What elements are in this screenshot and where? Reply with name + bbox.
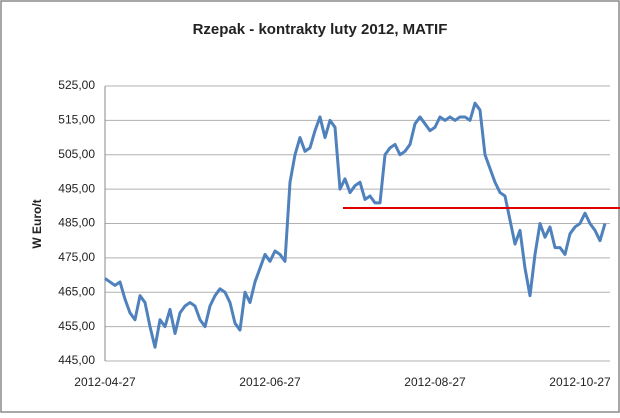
y-tick-label: 505,00 [58,147,95,161]
y-tick-label: 525,00 [58,78,95,92]
y-axis-label: W Euro/t [30,199,44,248]
x-tick-label: 2012-08-27 [404,375,466,389]
chart-title: Rzepak - kontrakty luty 2012, MATIF [193,21,448,38]
line-series [104,101,607,349]
x-tick-label: 2012-06-27 [239,375,301,389]
y-tick-label: 455,00 [58,319,95,333]
y-tick-label: 475,00 [58,250,95,264]
x-tick-label: 2012-04-27 [74,375,136,389]
y-tick-label: 485,00 [58,216,95,230]
y-tick-label: 445,00 [58,353,95,367]
x-tick-label: 2012-10-27 [549,375,611,389]
y-tick-label: 515,00 [58,113,95,127]
y-tick-label: 495,00 [58,181,95,195]
y-tick-label: 465,00 [58,284,95,298]
